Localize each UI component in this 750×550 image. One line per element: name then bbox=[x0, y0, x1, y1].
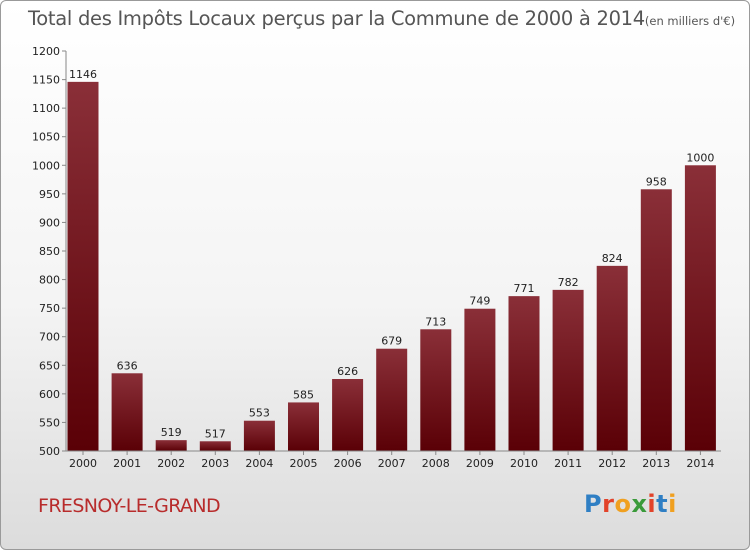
y-tick-label: 1000 bbox=[32, 159, 60, 172]
bar-2009 bbox=[464, 308, 496, 451]
x-tick-label-2005: 2005 bbox=[290, 457, 318, 470]
y-tick-label: 950 bbox=[39, 188, 60, 201]
y-tick-label: 850 bbox=[39, 245, 60, 258]
commune-name: FRESNOY-LE-GRAND bbox=[38, 495, 221, 517]
data-label-2000: 1146 bbox=[69, 68, 97, 81]
bar-2011 bbox=[552, 289, 584, 451]
data-label-2009: 749 bbox=[469, 295, 490, 308]
bar-2006 bbox=[332, 379, 364, 451]
bar-2005 bbox=[288, 402, 319, 451]
y-tick-label: 750 bbox=[39, 302, 60, 315]
x-axis: 2000 2001 2002 2003 2004 2005 2006 2007 2008 2009… bbox=[66, 450, 721, 470]
y-tick-label: 1050 bbox=[32, 131, 60, 144]
y-tick-label: 500 bbox=[39, 445, 60, 458]
y-tick-label: 650 bbox=[39, 359, 60, 372]
data-label-2001: 636 bbox=[117, 359, 138, 372]
bar-2001 bbox=[111, 373, 143, 451]
bar-2008 bbox=[420, 329, 452, 451]
x-tick-label-2009: 2009 bbox=[466, 457, 494, 470]
logo-letter: t bbox=[656, 490, 669, 518]
bar-2002 bbox=[155, 440, 187, 451]
x-tick-label-2002: 2002 bbox=[157, 457, 185, 470]
y-tick-label: 600 bbox=[39, 388, 60, 401]
y-tick-label: 700 bbox=[39, 331, 60, 344]
logo-letter: P bbox=[584, 490, 603, 518]
x-tick-label-2014: 2014 bbox=[686, 457, 714, 470]
x-tick-label-2001: 2001 bbox=[113, 457, 141, 470]
bar-2010 bbox=[508, 296, 540, 451]
y-tick-label: 1200 bbox=[32, 45, 60, 58]
data-label-2002: 519 bbox=[161, 426, 182, 439]
chart-title-unit: (en milliers d'€) bbox=[644, 14, 736, 28]
bar-2007 bbox=[376, 348, 408, 451]
bars bbox=[67, 81, 716, 452]
x-tick-label-2000: 2000 bbox=[69, 457, 97, 470]
chart-title-main: Total des Impôts Locaux perçus par la Co… bbox=[28, 7, 645, 30]
data-label-2004: 553 bbox=[249, 407, 270, 420]
bar-2014 bbox=[684, 165, 716, 452]
bar-2004 bbox=[243, 420, 275, 451]
data-label-2003: 517 bbox=[205, 427, 226, 440]
x-tick-label-2010: 2010 bbox=[510, 457, 538, 470]
logo-letter: o bbox=[614, 490, 632, 518]
bar-2000 bbox=[67, 81, 99, 451]
data-label-2013: 958 bbox=[646, 175, 667, 188]
x-tick-label-2011: 2011 bbox=[554, 457, 582, 470]
x-tick-label-2012: 2012 bbox=[598, 457, 626, 470]
x-tick-label-2007: 2007 bbox=[378, 457, 406, 470]
bar-2013 bbox=[640, 189, 672, 452]
y-tick-label: 900 bbox=[39, 216, 60, 229]
data-label-2007: 679 bbox=[381, 335, 402, 348]
chart-title: Total des Impôts Locaux perçus par la Co… bbox=[28, 7, 735, 30]
logo-letter: i bbox=[647, 490, 657, 518]
y-tick-label: 800 bbox=[39, 274, 60, 287]
data-label-2006: 626 bbox=[337, 365, 358, 378]
x-tick-label-2013: 2013 bbox=[642, 457, 670, 470]
data-labels: 1146 636 519 517 553 585 626 679 713 749 771 782 824… bbox=[69, 68, 714, 440]
y-axis: 500 550 600 650 700 750 800 850 900 950 1000 1050 11… bbox=[32, 45, 67, 458]
logo-letter: r bbox=[602, 490, 615, 518]
logo-letter: x bbox=[631, 490, 648, 518]
x-tick-label-2008: 2008 bbox=[422, 457, 450, 470]
data-label-2012: 824 bbox=[602, 252, 623, 265]
x-tick-label-2003: 2003 bbox=[201, 457, 229, 470]
logo-letter: i bbox=[668, 490, 677, 518]
y-tick-label: 1150 bbox=[32, 74, 60, 87]
bar-2012 bbox=[596, 265, 628, 451]
data-label-2011: 782 bbox=[558, 276, 579, 289]
x-tick-label-2006: 2006 bbox=[334, 457, 362, 470]
data-label-2008: 713 bbox=[425, 315, 446, 328]
bar-2003 bbox=[199, 441, 231, 451]
data-label-2005: 585 bbox=[293, 388, 314, 401]
data-label-2010: 771 bbox=[514, 282, 535, 295]
data-label-2014: 1000 bbox=[686, 151, 714, 164]
y-tick-label: 550 bbox=[39, 416, 60, 429]
x-tick-label-2004: 2004 bbox=[245, 457, 273, 470]
y-tick-label: 1100 bbox=[32, 102, 60, 115]
proxiti-logo[interactable]: Proxiti bbox=[584, 490, 677, 518]
